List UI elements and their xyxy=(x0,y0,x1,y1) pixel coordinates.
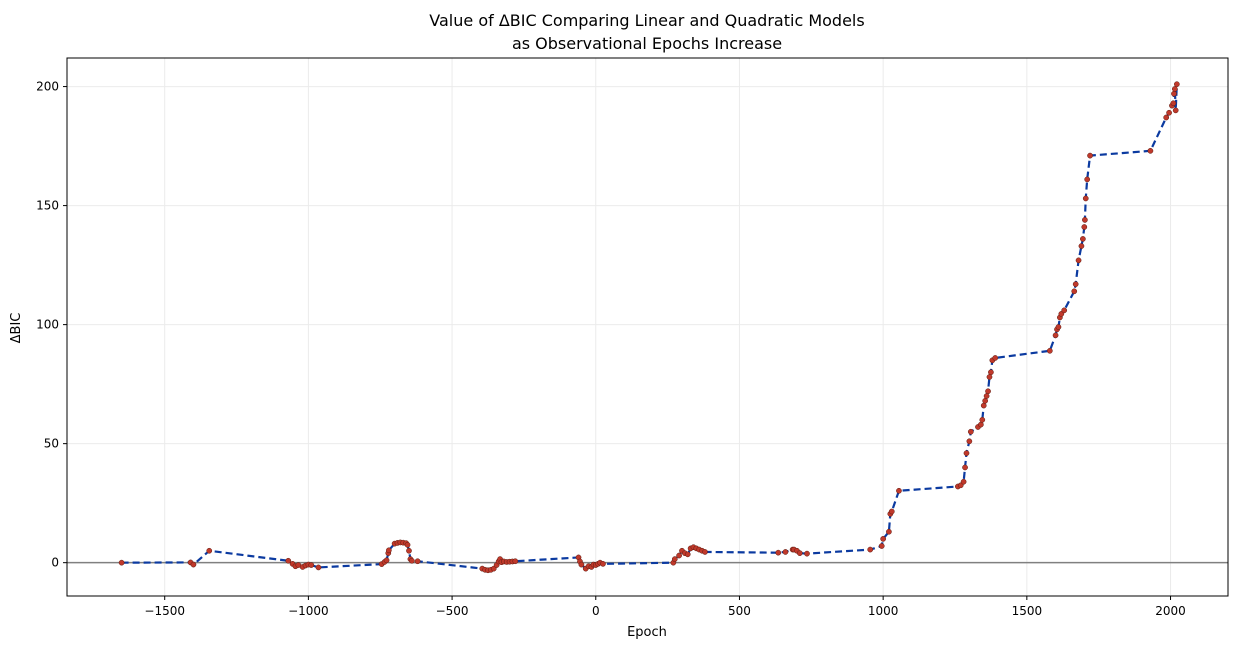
data-point xyxy=(963,450,970,457)
plot-area-frame xyxy=(66,57,1229,597)
data-point xyxy=(684,551,691,558)
data-point xyxy=(671,556,678,562)
data-point xyxy=(206,547,213,554)
y-tick-label: 200 xyxy=(36,80,59,94)
data-point xyxy=(980,402,987,409)
data-point xyxy=(285,557,292,564)
data-point xyxy=(896,487,902,494)
y-tick-label: 100 xyxy=(36,318,59,332)
x-tick-label: 500 xyxy=(728,604,751,618)
data-point xyxy=(600,561,606,567)
data-point xyxy=(782,549,789,555)
data-point xyxy=(1072,281,1079,287)
data-point xyxy=(1082,217,1088,223)
data-point xyxy=(383,557,390,564)
data-point xyxy=(978,421,984,428)
axis-ticks: −1500 −1000 −500 0 500 1000 1500 2000 0 50 100 150 2… xyxy=(36,80,1186,618)
series-layer xyxy=(118,81,1180,574)
x-axis-label: Epoch xyxy=(627,625,667,640)
x-tick-label: −1500 xyxy=(144,604,185,618)
data-point xyxy=(578,561,585,568)
data-point xyxy=(1055,324,1062,330)
series-line xyxy=(121,84,1178,572)
data-point xyxy=(982,397,989,404)
data-point xyxy=(1171,90,1177,97)
data-point xyxy=(315,564,322,571)
data-point xyxy=(867,546,874,553)
data-point xyxy=(414,558,421,565)
data-point xyxy=(409,557,415,564)
data-point xyxy=(1147,147,1154,154)
data-point xyxy=(796,550,803,557)
x-tick-label: 0 xyxy=(592,604,600,618)
x-tick-label: 1000 xyxy=(868,604,899,618)
x-tick-label: −500 xyxy=(436,604,469,618)
data-point xyxy=(1172,107,1179,114)
x-tick-label: 1500 xyxy=(1012,604,1043,618)
data-point xyxy=(985,388,991,395)
data-point xyxy=(979,416,986,423)
data-point xyxy=(1171,86,1178,92)
data-point xyxy=(118,559,125,566)
y-tick-label: 150 xyxy=(36,199,59,213)
data-point xyxy=(986,374,993,380)
data-point xyxy=(1046,347,1053,354)
data-point xyxy=(1163,114,1170,121)
data-point xyxy=(406,547,412,554)
data-point xyxy=(988,369,994,376)
data-point xyxy=(967,428,974,435)
data-point xyxy=(983,393,990,399)
data-point xyxy=(1174,81,1180,88)
data-point xyxy=(676,552,682,559)
data-point xyxy=(804,550,810,557)
data-point xyxy=(386,547,392,554)
data-point xyxy=(512,558,519,565)
data-point xyxy=(1084,176,1091,183)
data-point xyxy=(1075,257,1082,264)
y-tick-label: 0 xyxy=(51,556,59,570)
chart-title-line1: Value of ΔBIC Comparing Linear and Quadr… xyxy=(429,11,864,30)
data-point xyxy=(960,478,967,485)
chart-title-line2: as Observational Epochs Increase xyxy=(512,34,782,53)
data-point xyxy=(886,528,892,535)
data-point xyxy=(404,541,411,548)
data-point xyxy=(1080,236,1086,242)
y-axis-label: ΔBIC xyxy=(9,313,24,344)
data-point xyxy=(878,543,885,549)
data-point xyxy=(962,464,968,471)
data-point xyxy=(702,549,708,555)
grid-lines xyxy=(67,58,1228,596)
x-tick-label: −1000 xyxy=(288,604,329,618)
data-point xyxy=(1170,100,1177,107)
data-point xyxy=(1087,152,1093,159)
data-point xyxy=(775,549,782,556)
data-point xyxy=(1081,224,1088,230)
data-point xyxy=(1166,109,1172,116)
data-point xyxy=(880,536,887,542)
data-point xyxy=(1078,243,1085,249)
data-point xyxy=(966,438,973,445)
data-point xyxy=(308,562,315,568)
data-point xyxy=(1052,332,1059,339)
data-point xyxy=(992,355,999,361)
data-point xyxy=(1082,195,1089,202)
data-point xyxy=(888,508,895,515)
y-tick-label: 50 xyxy=(44,437,59,451)
data-point xyxy=(1061,307,1068,314)
x-tick-label: 2000 xyxy=(1155,604,1186,618)
data-point xyxy=(1071,288,1078,295)
data-point xyxy=(190,561,197,568)
